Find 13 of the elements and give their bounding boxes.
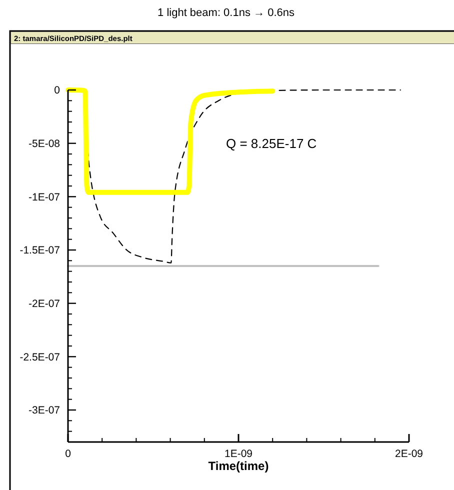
y-tick-label: -5E-08 [28,138,60,150]
chart-title: 1 light beam: 0.1ns → 0.6ns [158,7,295,19]
y-tick-label: 0 [54,84,60,97]
annotation: Q = 8.25E-17 C [226,136,317,151]
x-axis-title: Time(time) [208,459,269,473]
x-tick-label: 2E-09 [394,448,424,460]
y-tick-label: -2.5E-07 [20,351,60,364]
y-tick-label: -2E-07 [28,298,60,310]
x-tick-label: 0 [65,448,72,460]
x-tick-label: 1E-09 [224,448,253,460]
y-tick-label: -1E-07 [28,191,60,204]
y-tick-label: -3E-07 [28,404,60,417]
y-tick-label: -1.5E-07 [20,244,60,257]
